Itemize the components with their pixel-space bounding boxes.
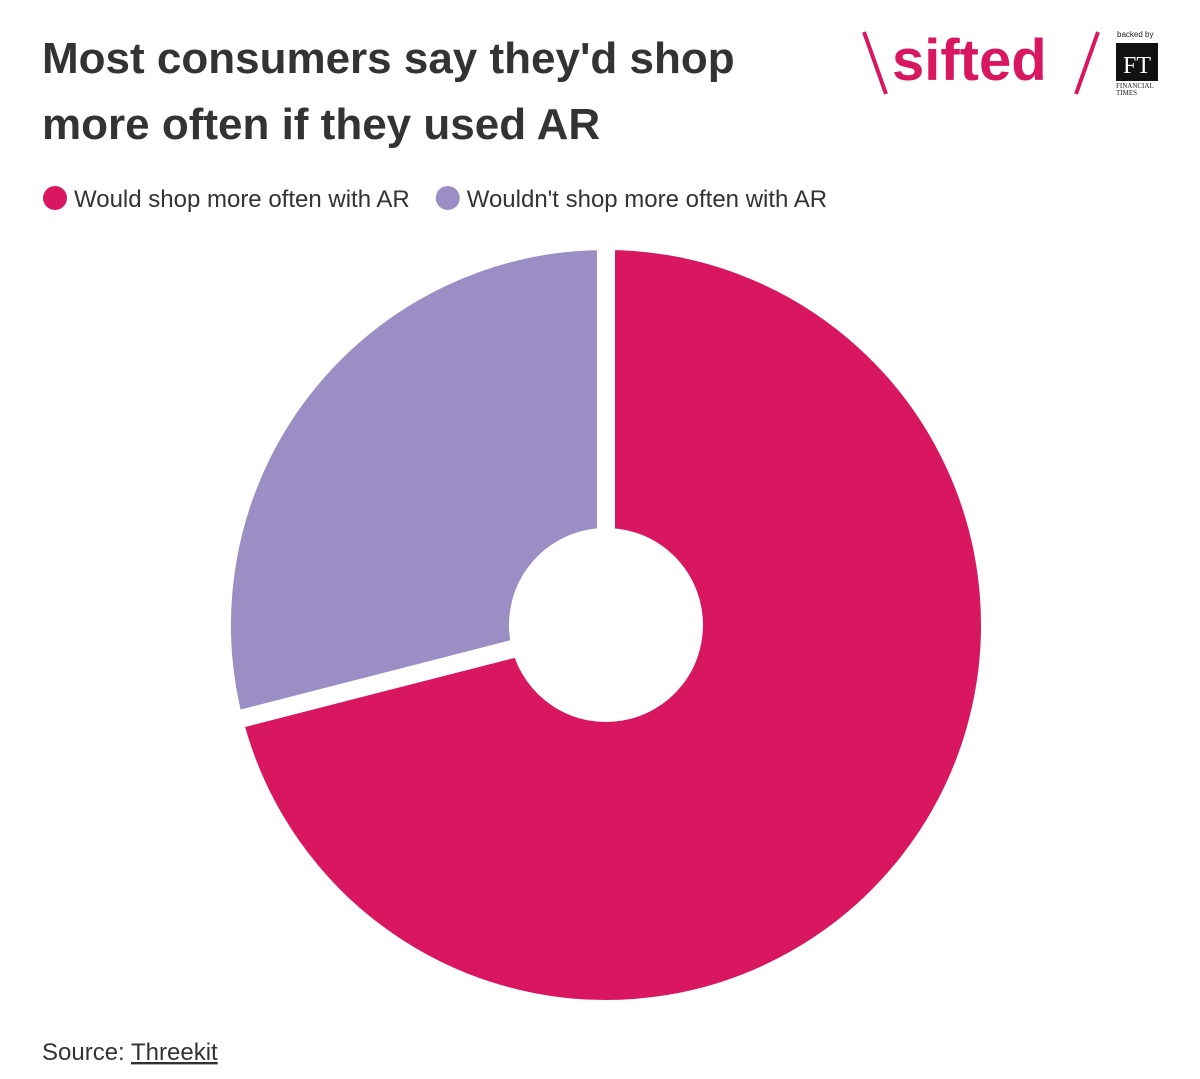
logo-slash — [862, 31, 888, 95]
donut-slice — [212, 232, 615, 730]
source-link[interactable]: Threekit — [131, 1039, 218, 1066]
ft-box — [1116, 43, 1158, 81]
logo-brand: sifted — [892, 28, 1047, 93]
logo-backed-by: backed by — [1117, 30, 1153, 39]
chart-title: Most consumers say they'd shop — [42, 34, 735, 83]
ft-name: TIMES — [1116, 89, 1137, 97]
legend-marker — [435, 186, 460, 210]
source-label: Source: — [42, 1039, 125, 1066]
legend-label: Wouldn't shop more often with AR — [467, 186, 827, 213]
ft-name: FINANCIAL — [1116, 82, 1154, 90]
ft-logo: FT — [1123, 53, 1151, 79]
legend-label: Would shop more often with AR — [74, 186, 410, 213]
legend-marker — [43, 186, 67, 210]
logo-slash — [1074, 31, 1100, 95]
chart-title: more often if they used AR — [42, 100, 600, 149]
donut-slice — [225, 232, 999, 1018]
